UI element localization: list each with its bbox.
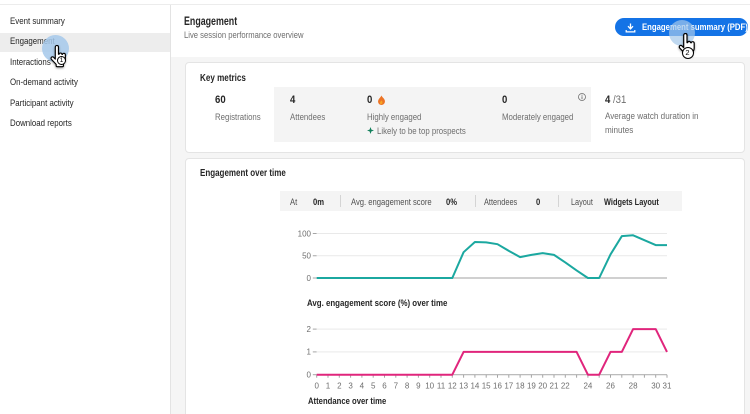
svg-text:26: 26 <box>606 382 615 391</box>
svg-text:15: 15 <box>482 382 491 391</box>
svg-text:10: 10 <box>425 382 434 391</box>
svg-text:8: 8 <box>405 382 410 391</box>
svg-text:0: 0 <box>307 274 312 283</box>
svg-text:4: 4 <box>360 382 365 391</box>
svg-text:100: 100 <box>298 229 312 238</box>
svg-text:28: 28 <box>629 382 638 391</box>
svg-text:30: 30 <box>651 382 660 391</box>
svg-text:21: 21 <box>550 382 559 391</box>
svg-text:17: 17 <box>504 382 513 391</box>
svg-text:2: 2 <box>307 325 312 334</box>
svg-text:1: 1 <box>326 382 331 391</box>
svg-text:13: 13 <box>459 382 468 391</box>
svg-text:1: 1 <box>307 348 312 357</box>
svg-text:12: 12 <box>448 382 457 391</box>
svg-text:20: 20 <box>538 382 547 391</box>
svg-text:6: 6 <box>382 382 387 391</box>
svg-text:11: 11 <box>437 382 446 391</box>
svg-text:3: 3 <box>348 382 353 391</box>
svg-text:9: 9 <box>416 382 421 391</box>
svg-text:31: 31 <box>663 382 672 391</box>
svg-text:18: 18 <box>516 382 525 391</box>
svg-text:19: 19 <box>527 382 536 391</box>
svg-text:24: 24 <box>583 382 592 391</box>
svg-text:0: 0 <box>314 382 319 391</box>
svg-text:50: 50 <box>302 252 311 261</box>
svg-text:16: 16 <box>493 382 502 391</box>
svg-text:0: 0 <box>307 371 312 380</box>
svg-text:7: 7 <box>394 382 399 391</box>
svg-text:22: 22 <box>561 382 570 391</box>
svg-text:2: 2 <box>337 382 342 391</box>
svg-text:5: 5 <box>371 382 376 391</box>
svg-text:14: 14 <box>470 382 479 391</box>
